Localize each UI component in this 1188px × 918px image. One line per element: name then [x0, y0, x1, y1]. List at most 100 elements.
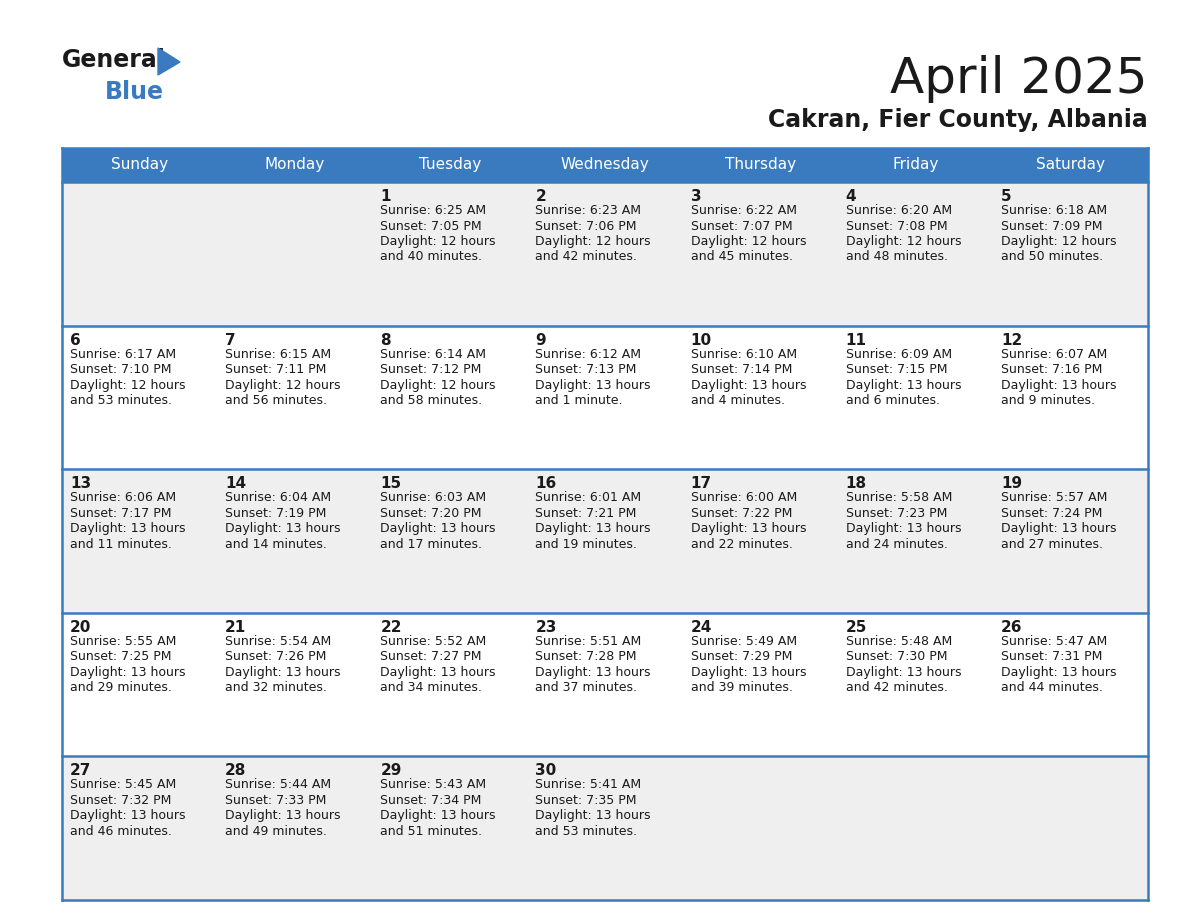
- Text: 12: 12: [1000, 332, 1022, 348]
- Text: Daylight: 13 hours: Daylight: 13 hours: [226, 810, 341, 823]
- Text: 4: 4: [846, 189, 857, 204]
- Text: Sunset: 7:23 PM: Sunset: 7:23 PM: [846, 507, 947, 520]
- Bar: [683, 326, 838, 469]
- Text: Daylight: 12 hours: Daylight: 12 hours: [1000, 235, 1117, 248]
- Text: Sunset: 7:30 PM: Sunset: 7:30 PM: [846, 650, 947, 664]
- Text: Daylight: 13 hours: Daylight: 13 hours: [536, 810, 651, 823]
- Text: Sunset: 7:29 PM: Sunset: 7:29 PM: [690, 650, 792, 664]
- Bar: [527, 182, 683, 326]
- Text: Daylight: 13 hours: Daylight: 13 hours: [846, 378, 961, 392]
- Text: General: General: [62, 48, 166, 72]
- Text: 10: 10: [690, 332, 712, 348]
- Text: Sunrise: 6:01 AM: Sunrise: 6:01 AM: [536, 491, 642, 504]
- Text: Sunrise: 6:04 AM: Sunrise: 6:04 AM: [226, 491, 331, 504]
- Text: and 46 minutes.: and 46 minutes.: [70, 825, 172, 838]
- Text: Blue: Blue: [105, 80, 164, 104]
- Text: 30: 30: [536, 764, 557, 778]
- Bar: [683, 613, 838, 756]
- Text: 11: 11: [846, 332, 867, 348]
- Bar: [838, 148, 993, 182]
- Text: Daylight: 12 hours: Daylight: 12 hours: [70, 378, 185, 392]
- Text: and 39 minutes.: and 39 minutes.: [690, 681, 792, 694]
- Text: Sunrise: 5:43 AM: Sunrise: 5:43 AM: [380, 778, 486, 791]
- Text: and 9 minutes.: and 9 minutes.: [1000, 394, 1095, 407]
- Text: Daylight: 13 hours: Daylight: 13 hours: [70, 810, 185, 823]
- Text: Sunrise: 5:45 AM: Sunrise: 5:45 AM: [70, 778, 176, 791]
- Text: Sunrise: 5:44 AM: Sunrise: 5:44 AM: [226, 778, 331, 791]
- Bar: [993, 148, 1148, 182]
- Text: Sunrise: 6:06 AM: Sunrise: 6:06 AM: [70, 491, 176, 504]
- Text: Sunset: 7:17 PM: Sunset: 7:17 PM: [70, 507, 171, 520]
- Text: and 32 minutes.: and 32 minutes.: [226, 681, 327, 694]
- Text: and 58 minutes.: and 58 minutes.: [380, 394, 482, 407]
- Text: and 27 minutes.: and 27 minutes.: [1000, 538, 1102, 551]
- Bar: [683, 469, 838, 613]
- Text: Daylight: 13 hours: Daylight: 13 hours: [690, 378, 807, 392]
- Text: Sunset: 7:08 PM: Sunset: 7:08 PM: [846, 219, 947, 232]
- Text: and 53 minutes.: and 53 minutes.: [70, 394, 172, 407]
- Text: 26: 26: [1000, 620, 1023, 635]
- Text: Sunset: 7:10 PM: Sunset: 7:10 PM: [70, 364, 171, 376]
- Text: Daylight: 13 hours: Daylight: 13 hours: [846, 522, 961, 535]
- Bar: [683, 756, 838, 900]
- Text: Daylight: 13 hours: Daylight: 13 hours: [536, 378, 651, 392]
- Text: and 42 minutes.: and 42 minutes.: [846, 681, 948, 694]
- Text: 17: 17: [690, 476, 712, 491]
- Text: Daylight: 13 hours: Daylight: 13 hours: [1000, 522, 1117, 535]
- Text: Sunday: Sunday: [110, 158, 169, 173]
- Bar: [62, 756, 217, 900]
- Text: Sunset: 7:20 PM: Sunset: 7:20 PM: [380, 507, 482, 520]
- Text: and 6 minutes.: and 6 minutes.: [846, 394, 940, 407]
- Text: 8: 8: [380, 332, 391, 348]
- Bar: [372, 148, 527, 182]
- Bar: [62, 148, 217, 182]
- Text: Sunset: 7:28 PM: Sunset: 7:28 PM: [536, 650, 637, 664]
- Text: Sunset: 7:26 PM: Sunset: 7:26 PM: [226, 650, 327, 664]
- Text: Sunrise: 6:10 AM: Sunrise: 6:10 AM: [690, 348, 797, 361]
- Text: Sunrise: 5:47 AM: Sunrise: 5:47 AM: [1000, 635, 1107, 648]
- Text: Sunset: 7:33 PM: Sunset: 7:33 PM: [226, 794, 327, 807]
- Text: Daylight: 13 hours: Daylight: 13 hours: [226, 666, 341, 678]
- Bar: [993, 613, 1148, 756]
- Text: Sunrise: 6:09 AM: Sunrise: 6:09 AM: [846, 348, 952, 361]
- Text: 5: 5: [1000, 189, 1011, 204]
- Text: Daylight: 12 hours: Daylight: 12 hours: [380, 378, 495, 392]
- Text: and 37 minutes.: and 37 minutes.: [536, 681, 638, 694]
- Text: 7: 7: [226, 332, 235, 348]
- Text: Saturday: Saturday: [1036, 158, 1105, 173]
- Text: 19: 19: [1000, 476, 1022, 491]
- Text: and 14 minutes.: and 14 minutes.: [226, 538, 327, 551]
- Text: Sunset: 7:05 PM: Sunset: 7:05 PM: [380, 219, 482, 232]
- Text: 13: 13: [70, 476, 91, 491]
- Text: Sunset: 7:31 PM: Sunset: 7:31 PM: [1000, 650, 1102, 664]
- Text: Sunset: 7:19 PM: Sunset: 7:19 PM: [226, 507, 327, 520]
- Text: Daylight: 13 hours: Daylight: 13 hours: [380, 666, 495, 678]
- Text: and 4 minutes.: and 4 minutes.: [690, 394, 784, 407]
- Bar: [683, 182, 838, 326]
- Text: 24: 24: [690, 620, 712, 635]
- Text: Sunrise: 5:54 AM: Sunrise: 5:54 AM: [226, 635, 331, 648]
- Text: Sunset: 7:14 PM: Sunset: 7:14 PM: [690, 364, 792, 376]
- Text: and 29 minutes.: and 29 minutes.: [70, 681, 172, 694]
- Bar: [993, 182, 1148, 326]
- Bar: [372, 613, 527, 756]
- Bar: [993, 326, 1148, 469]
- Text: Sunrise: 6:17 AM: Sunrise: 6:17 AM: [70, 348, 176, 361]
- Text: and 45 minutes.: and 45 minutes.: [690, 251, 792, 263]
- Text: Sunset: 7:16 PM: Sunset: 7:16 PM: [1000, 364, 1102, 376]
- Text: Sunrise: 6:03 AM: Sunrise: 6:03 AM: [380, 491, 486, 504]
- Text: Sunrise: 5:58 AM: Sunrise: 5:58 AM: [846, 491, 952, 504]
- Bar: [838, 469, 993, 613]
- Bar: [372, 756, 527, 900]
- Bar: [372, 182, 527, 326]
- Text: Daylight: 13 hours: Daylight: 13 hours: [70, 666, 185, 678]
- Text: and 48 minutes.: and 48 minutes.: [846, 251, 948, 263]
- Text: Sunset: 7:21 PM: Sunset: 7:21 PM: [536, 507, 637, 520]
- Text: Daylight: 13 hours: Daylight: 13 hours: [846, 666, 961, 678]
- Text: Sunrise: 6:18 AM: Sunrise: 6:18 AM: [1000, 204, 1107, 217]
- Text: and 1 minute.: and 1 minute.: [536, 394, 623, 407]
- Text: Sunset: 7:11 PM: Sunset: 7:11 PM: [226, 364, 327, 376]
- Text: 2: 2: [536, 189, 546, 204]
- Text: Sunrise: 6:23 AM: Sunrise: 6:23 AM: [536, 204, 642, 217]
- Text: and 22 minutes.: and 22 minutes.: [690, 538, 792, 551]
